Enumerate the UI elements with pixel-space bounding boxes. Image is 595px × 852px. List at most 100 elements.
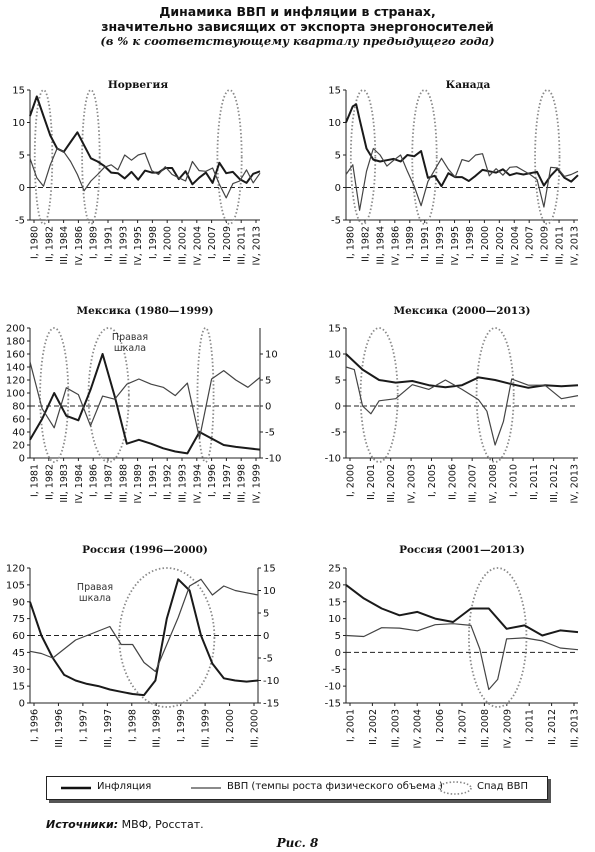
x-tick-label: III, 1988	[118, 464, 129, 503]
x-tick-label: I, 1989	[89, 226, 100, 259]
chart-title: Мексика (1980—1999)	[77, 305, 214, 317]
y-tick-label: 60	[12, 415, 25, 426]
recession-ellipse	[81, 89, 101, 225]
y-right-tick-label: -5	[263, 654, 273, 665]
y-tick-label: 5	[335, 631, 341, 642]
chart-title: Норвегия	[108, 79, 168, 91]
y-tick-label: 20	[12, 441, 25, 452]
recession-ellipse	[118, 567, 216, 708]
y-tick-label: 5	[335, 376, 341, 387]
sources-text: МВФ, Росстат.	[118, 818, 204, 831]
x-tick-label: II, 2000	[480, 226, 491, 262]
x-tick-label: I, 1998	[127, 709, 138, 742]
x-tick-label: IV, 2013	[252, 226, 263, 266]
recession-ellipse	[33, 89, 54, 225]
x-tick-label: I, 2007	[525, 226, 536, 259]
inflation-series-line	[345, 353, 579, 389]
x-tick-label: I, 2005	[427, 464, 438, 497]
x-tick-label: I, 2011	[525, 709, 536, 742]
x-tick-label: II, 1982	[44, 464, 55, 500]
gdp-series-line	[345, 623, 579, 691]
y-tick-label: -10	[325, 454, 341, 465]
inflation-series-line	[29, 578, 259, 697]
y-right-tick-label: 5	[265, 376, 271, 387]
x-tick-label: III, 1998	[152, 709, 163, 748]
recession-ellipse	[196, 327, 215, 463]
y-tick-label: 0	[335, 183, 341, 194]
x-tick-label: IV, 2004	[510, 226, 521, 266]
x-tick-label: II, 1987	[104, 464, 115, 500]
y-right-tick-label: 15	[263, 564, 276, 575]
x-tick-label: III, 1984	[375, 226, 386, 265]
x-tick-label: IV, 2009	[502, 709, 513, 749]
y-right-tick-label: 0	[263, 631, 269, 642]
right-scale-annotation: шкала	[79, 593, 111, 604]
x-tick-label: III, 1997	[103, 709, 114, 748]
x-tick-label: IV, 2004	[192, 226, 203, 266]
y-tick-label: 10	[328, 350, 341, 361]
x-tick-label: IV, 2003	[407, 464, 418, 504]
x-tick-label: I, 2006	[435, 709, 446, 742]
y-tick-label: 160	[6, 350, 25, 361]
y-tick-label: 15	[328, 324, 341, 335]
x-tick-label: I, 1980	[346, 226, 357, 259]
x-tick-label: I, 1991	[148, 464, 159, 497]
x-tick-label: III, 1993	[435, 226, 446, 265]
y-tick-label: 120	[6, 564, 25, 575]
gdp-series-line	[29, 578, 259, 673]
x-tick-label: I, 2000	[346, 464, 357, 497]
x-tick-label: II, 2000	[163, 226, 174, 262]
sources-note: Источники: МВФ, Росстат.	[46, 818, 204, 831]
y-tick-label: 5	[335, 151, 341, 162]
x-tick-label: I, 1998	[148, 226, 159, 259]
y-tick-label: 0	[335, 402, 341, 413]
x-tick-label: II, 2012	[547, 709, 558, 745]
y-right-tick-label: -10	[263, 676, 279, 687]
y-tick-label: 90	[12, 597, 25, 608]
right-scale-annotation: Правая	[112, 332, 148, 343]
x-tick-label: I, 2007	[207, 226, 218, 259]
gdp-series-line	[29, 147, 261, 199]
inflation-series-line	[29, 353, 261, 455]
recession-ellipse	[534, 89, 561, 225]
gdp-series-line	[29, 361, 261, 439]
x-tick-label: IV, 1989	[133, 464, 144, 504]
y-tick-label: 10	[328, 614, 341, 625]
y-right-tick-label: 10	[265, 350, 278, 361]
x-tick-label: III, 2003	[390, 709, 401, 748]
x-tick-label: II, 2011	[529, 464, 540, 500]
y-tick-label: 40	[12, 428, 25, 439]
y-tick-label: 15	[12, 682, 25, 693]
x-tick-label: IV, 2013	[570, 464, 581, 504]
x-tick-label: III, 2012	[549, 464, 560, 503]
x-tick-label: IV, 2008	[488, 464, 499, 504]
x-tick-label: IV, 2004	[413, 709, 424, 749]
y-tick-label: 0	[335, 648, 341, 659]
x-tick-label: IV, 1986	[390, 226, 401, 266]
y-tick-label: 45	[12, 648, 25, 659]
y-tick-label: 60	[12, 631, 25, 642]
x-tick-label: IV, 1995	[450, 226, 461, 266]
legend-recession-label: Спад ВВП	[477, 781, 528, 792]
y-tick-label: 10	[12, 118, 25, 129]
y-right-tick-label: -15	[263, 699, 279, 710]
x-tick-label: III, 1998	[237, 464, 248, 503]
y-tick-label: -5	[331, 428, 341, 439]
y-right-tick-label: 0	[265, 402, 271, 413]
y-right-tick-label: 5	[263, 609, 269, 620]
recession-ellipse	[468, 567, 528, 708]
x-tick-label: II, 1991	[104, 226, 115, 262]
recession-ellipse	[87, 327, 130, 463]
y-tick-label: -5	[331, 216, 341, 227]
x-tick-label: I, 2000	[225, 709, 236, 742]
x-tick-label: I, 1986	[89, 464, 100, 497]
x-tick-label: II, 2002	[368, 709, 379, 745]
y-tick-label: 20	[328, 580, 341, 591]
x-tick-label: I, 1981	[30, 464, 41, 497]
legend-gdp-label: ВВП (темпы роста физического объема )	[227, 781, 443, 792]
y-tick-label: 0	[19, 183, 25, 194]
x-tick-label: II, 2007	[458, 709, 469, 745]
y-tick-label: -15	[325, 699, 341, 710]
inflation-series-line	[345, 103, 579, 188]
x-tick-label: III, 1993	[178, 464, 189, 503]
